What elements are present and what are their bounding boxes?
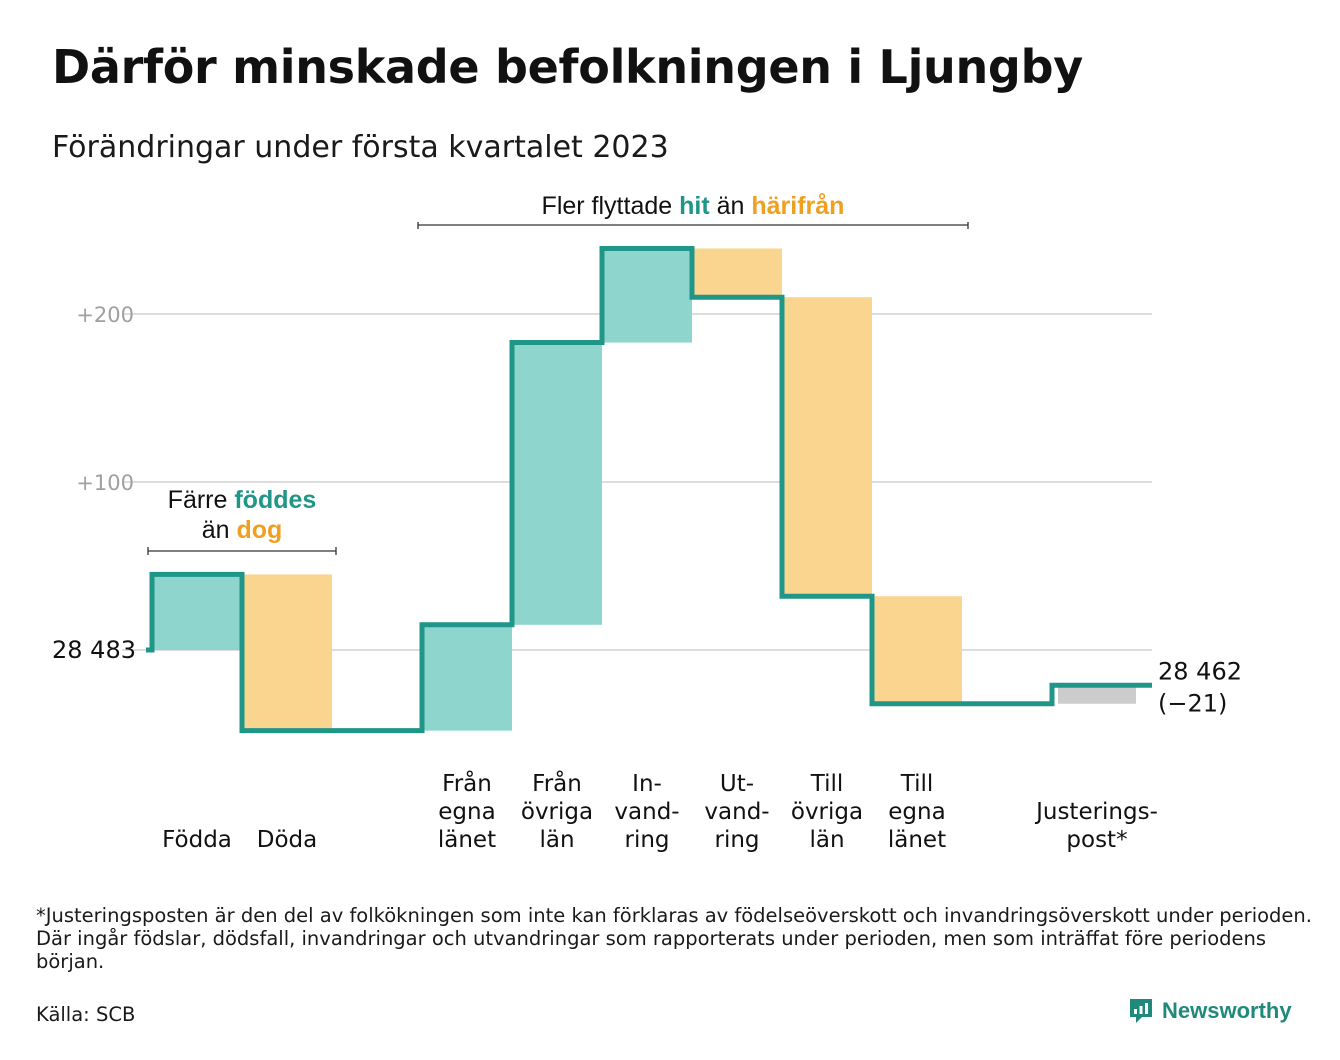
category-label: Till övriga län	[791, 771, 863, 853]
category-label: Från egna länet	[438, 769, 496, 853]
waterfall-chart: +100 +200 28 483 28 462 (−21) Födda Döda Från eg…	[52, 192, 1242, 853]
chart-title: Därför minskade befolkningen i Ljungby	[52, 40, 1083, 94]
category-label: In-vand-ring	[614, 771, 679, 853]
annotation-migration: Fler flyttade hit än härifrån	[542, 192, 845, 220]
waterfall-bar	[1058, 685, 1136, 704]
chart-subtitle: Förändringar under första kvartalet 2023	[52, 130, 669, 165]
brand-name: Newsworthy	[1162, 998, 1292, 1023]
category-label: Födda	[162, 827, 232, 853]
cumulative-step-line	[146, 245, 1152, 734]
brand-logo: Newsworthy	[1128, 997, 1292, 1025]
y-tick-label: +100	[76, 471, 134, 495]
waterfall-bar	[242, 574, 332, 731]
category-label: Ut-vand-ring	[704, 771, 769, 853]
waterfall-bar	[602, 248, 692, 343]
annotation-births-deaths-line2: än dog	[202, 516, 283, 544]
waterfall-bar	[422, 624, 512, 731]
y-tick-label: +200	[76, 303, 134, 327]
end-change-label: (−21)	[1158, 689, 1227, 717]
category-label: Justerings-post*	[1034, 799, 1158, 853]
waterfall-bar	[872, 596, 962, 704]
waterfall-bar	[692, 248, 782, 298]
waterfall-bar	[782, 297, 872, 597]
waterfall-bar	[152, 574, 242, 650]
newsworthy-logo-icon	[1130, 999, 1152, 1023]
category-label: Från övriga län	[521, 769, 593, 853]
category-label: Till egna länet	[888, 771, 946, 853]
start-value-label: 28 483	[52, 636, 136, 664]
annotation-bracket-migration	[417, 222, 969, 229]
source-note: Källa: SCB	[36, 1003, 136, 1026]
footnote: *Justeringsposten är den del av folkökni…	[36, 904, 1312, 973]
end-value-label: 28 462	[1158, 657, 1242, 685]
annotation-bracket-births-deaths	[147, 547, 337, 555]
annotation-births-deaths-line1: Färre föddes	[168, 486, 317, 514]
category-label: Döda	[257, 827, 317, 853]
waterfall-bar	[512, 342, 602, 625]
